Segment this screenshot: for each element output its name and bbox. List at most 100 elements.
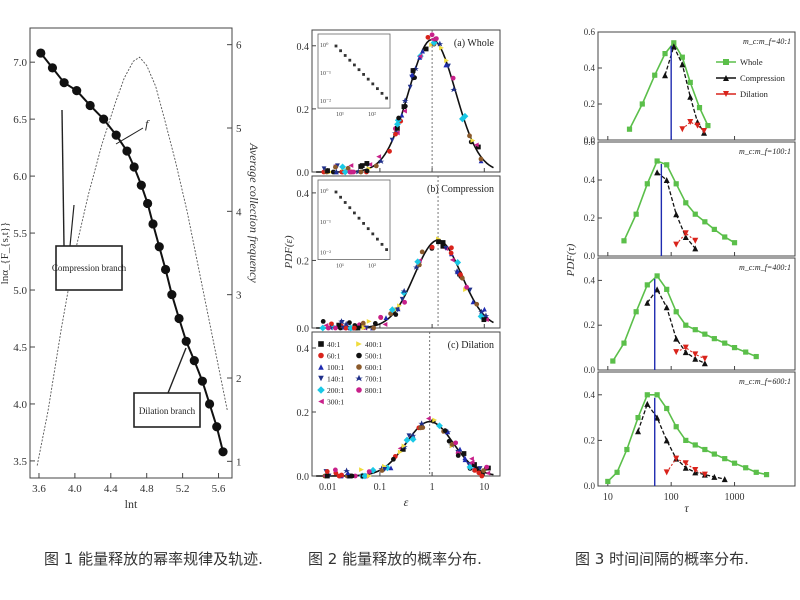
- fig2-data-point: [419, 249, 425, 255]
- fig2-legend-marker: [318, 364, 324, 370]
- fig2-data-point: [345, 165, 351, 171]
- fig3-compression-point: [662, 72, 669, 79]
- fig2-inset-point: [371, 232, 375, 236]
- fig3-whole-point: [610, 358, 616, 364]
- fig2-data-point: [485, 470, 491, 476]
- fig2-data-point: [479, 473, 485, 479]
- fig3-y-tick-label: 0.0: [584, 251, 596, 261]
- fig2-data-point: [449, 257, 455, 263]
- fig2-legend-label: 40:1: [327, 340, 341, 349]
- fig2-data-point: [430, 39, 438, 47]
- fig2-inset-y-label: 10⁻²: [320, 251, 331, 257]
- fig1-y-tick-label: 4.0: [13, 399, 27, 411]
- fig3-dilation-point: [692, 467, 699, 474]
- fig3-whole-point: [671, 40, 677, 46]
- fig1-x-tick-label: 5.6: [212, 483, 226, 495]
- fig2-data-point: [484, 317, 489, 323]
- fig2-legend-label: 400:1: [365, 340, 382, 349]
- fig1-data-point: [189, 356, 199, 366]
- fig2-data-point: [402, 299, 407, 305]
- fig3-y-tick-label: 0.2: [584, 99, 595, 109]
- fig2-data-point: [432, 417, 438, 423]
- fig3-panel-frame: [597, 141, 796, 257]
- fig2-data-point: [396, 115, 402, 121]
- fig1-f-label: f: [145, 117, 150, 131]
- fig2-inset-y-label: 10⁻²: [320, 99, 331, 105]
- fig2-legend-label: 300:1: [327, 398, 344, 407]
- fig2-data-point: [457, 446, 463, 452]
- fig3-whole-point: [687, 79, 693, 85]
- fig2-data-point: [382, 466, 388, 472]
- fig3-whole-point: [711, 336, 717, 342]
- fig3-dilation-point: [701, 128, 708, 134]
- fig2-data-point: [395, 307, 400, 313]
- fig2-data-point: [450, 86, 458, 93]
- fig2-legend-label: 200:1: [327, 386, 344, 395]
- fig2-legend-marker: [356, 364, 362, 370]
- fig2-data-point: [382, 322, 388, 327]
- fig2-y-tick-label: 0.2: [297, 408, 310, 419]
- fig3-panel-frame: [597, 31, 796, 141]
- fig3-panel-title: m_c:m_f=100:1: [739, 147, 791, 156]
- fig2-data-point: [472, 468, 478, 473]
- fig1-data-point: [72, 86, 82, 96]
- fig3-y-tick-label: 0.4: [584, 63, 596, 73]
- fig3-whole-point: [654, 158, 660, 164]
- fig2-inset-point: [334, 44, 338, 48]
- fig2-legend-label: 100:1: [327, 363, 344, 372]
- fig1-y2-tick-label: 3: [236, 290, 242, 302]
- fig2-data-point: [423, 46, 429, 52]
- fig3-compression-line: [637, 402, 725, 480]
- fig3-dilation-point: [663, 469, 670, 476]
- fig1-compression-pointer: [61, 109, 65, 247]
- fig2-data-point: [466, 463, 474, 471]
- fig2-data-point: [372, 321, 378, 326]
- fig2-legend-label: 140:1: [327, 375, 344, 384]
- fig3-dilation-point: [701, 355, 708, 362]
- fig3-whole-point: [664, 286, 670, 292]
- fig2-inset-point: [343, 54, 347, 57]
- fig2-inset-point: [366, 227, 370, 231]
- fig2-x-tick-label: 1: [430, 482, 435, 493]
- fig2-data-point: [373, 163, 379, 169]
- fig3-dilation-line: [675, 346, 706, 360]
- fig2-legend-marker: [318, 375, 324, 382]
- fig2-data-point: [461, 451, 467, 456]
- fig2-data-point: [450, 75, 456, 81]
- fig2-caption: 图 2 能量释放的概率分布.: [308, 550, 482, 568]
- fig2-data-point: [403, 436, 411, 444]
- fig2-data-point: [482, 306, 487, 312]
- fig3-whole-point: [605, 478, 611, 485]
- fig2-data-point: [351, 325, 357, 331]
- fig2-data-point: [446, 63, 451, 69]
- fig2-data-point: [439, 45, 444, 51]
- fig3-y-tick-label: 0.4: [584, 175, 596, 185]
- fig2-data-point: [436, 239, 441, 245]
- fig2-data-point: [359, 467, 364, 473]
- fig2-data-point: [420, 425, 426, 430]
- fig3-compression-point: [654, 414, 661, 421]
- fig3-y-tick-label: 0.0: [584, 481, 596, 491]
- fig2-y-tick-label: 0.4: [297, 344, 310, 355]
- fig1-y-tick-label: 5.5: [13, 228, 27, 240]
- fig1-y-tick-label: 3.5: [13, 456, 27, 468]
- fig3-compression-point: [663, 304, 670, 311]
- fig2-inset-point: [366, 77, 370, 81]
- fig2-inset-frame: [317, 33, 391, 109]
- fig2-data-point: [361, 472, 369, 480]
- fig2-inset-point: [362, 73, 365, 76]
- fig2-inset-point: [343, 201, 347, 204]
- fig2-data-point: [469, 459, 475, 465]
- fig2-data-point: [347, 324, 355, 332]
- fig2-legend-marker: [356, 341, 362, 347]
- fig3-dilation-point: [679, 126, 686, 133]
- fig1-y-axis-label: lnα_{F_{s,t}}: [0, 222, 11, 285]
- fig3-compression-point: [701, 360, 708, 367]
- fig2-data-point: [446, 438, 452, 444]
- fig2-data-point: [336, 322, 342, 328]
- fig3-y-tick-label: 0.4: [584, 275, 596, 285]
- fig2-x-tick-label: 10: [479, 482, 489, 493]
- fig2-data-point: [360, 320, 366, 326]
- fig3-dilation-point: [682, 344, 689, 351]
- fig2-data-point: [342, 320, 350, 327]
